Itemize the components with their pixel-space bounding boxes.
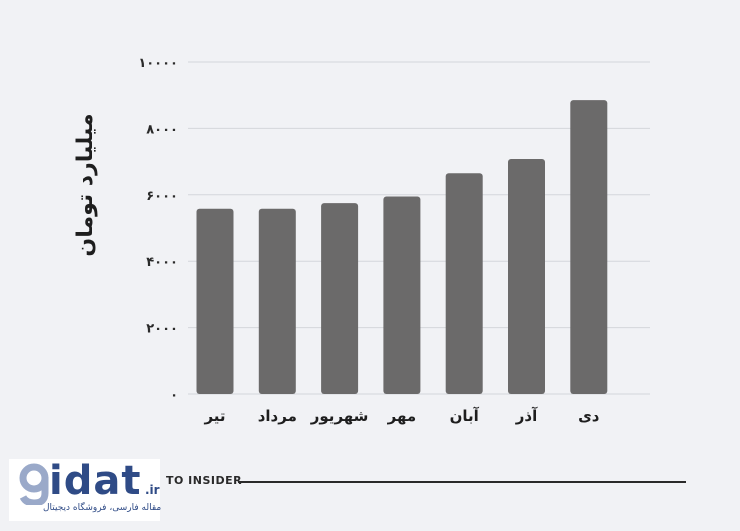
bar-chart: ۰ ۲۰۰۰ ۴۰۰۰ ۶۰۰۰ ۸۰۰۰ ۱۰۰۰۰ تیر مرداد شهریور مهر…: [73, 56, 650, 425]
footer-divider: [238, 481, 686, 483]
category-label: آذر: [515, 407, 538, 425]
source-text: TO INSIDER: [166, 474, 243, 487]
category-label: دی: [578, 407, 600, 425]
bar-5: [445, 173, 483, 394]
category-label: آبان: [450, 407, 480, 425]
bar-2: [258, 208, 296, 394]
category-labels: تیر مرداد شهریور مهر آبان آذر دی: [203, 407, 599, 425]
y-tick-label: ۲۰۰۰: [146, 322, 178, 337]
bar-3: [321, 203, 359, 394]
logo-word: idat: [49, 458, 142, 504]
category-label: مهر: [387, 407, 417, 425]
y-tick-label: ۴۰۰۰: [146, 255, 178, 270]
category-label: مرداد: [258, 407, 297, 425]
category-label: تیر: [203, 407, 225, 425]
logo-tld: .ir: [145, 483, 160, 497]
watermark-logo: idat .ir مقاله فارسی، فروشگاه دیجیتال: [9, 458, 162, 521]
y-tick-label: ۰: [170, 388, 178, 403]
y-tick-label: ۱۰۰۰۰: [138, 56, 178, 71]
y-tick-labels: ۰ ۲۰۰۰ ۴۰۰۰ ۶۰۰۰ ۸۰۰۰ ۱۰۰۰۰: [138, 56, 178, 403]
y-axis-label: میلیارد تومان: [73, 113, 98, 256]
bar-6: [508, 158, 545, 394]
bar-7: [570, 100, 608, 395]
y-tick-label: ۸۰۰۰: [146, 122, 178, 137]
logo-tagline: مقاله فارسی، فروشگاه دیجیتال: [43, 503, 162, 513]
bar-1: [196, 208, 234, 394]
bar-4: [383, 196, 421, 394]
logo-g-icon: [19, 463, 49, 505]
category-label: شهریور: [310, 407, 369, 425]
bars: [196, 100, 608, 395]
y-tick-label: ۶۰۰۰: [146, 189, 178, 204]
